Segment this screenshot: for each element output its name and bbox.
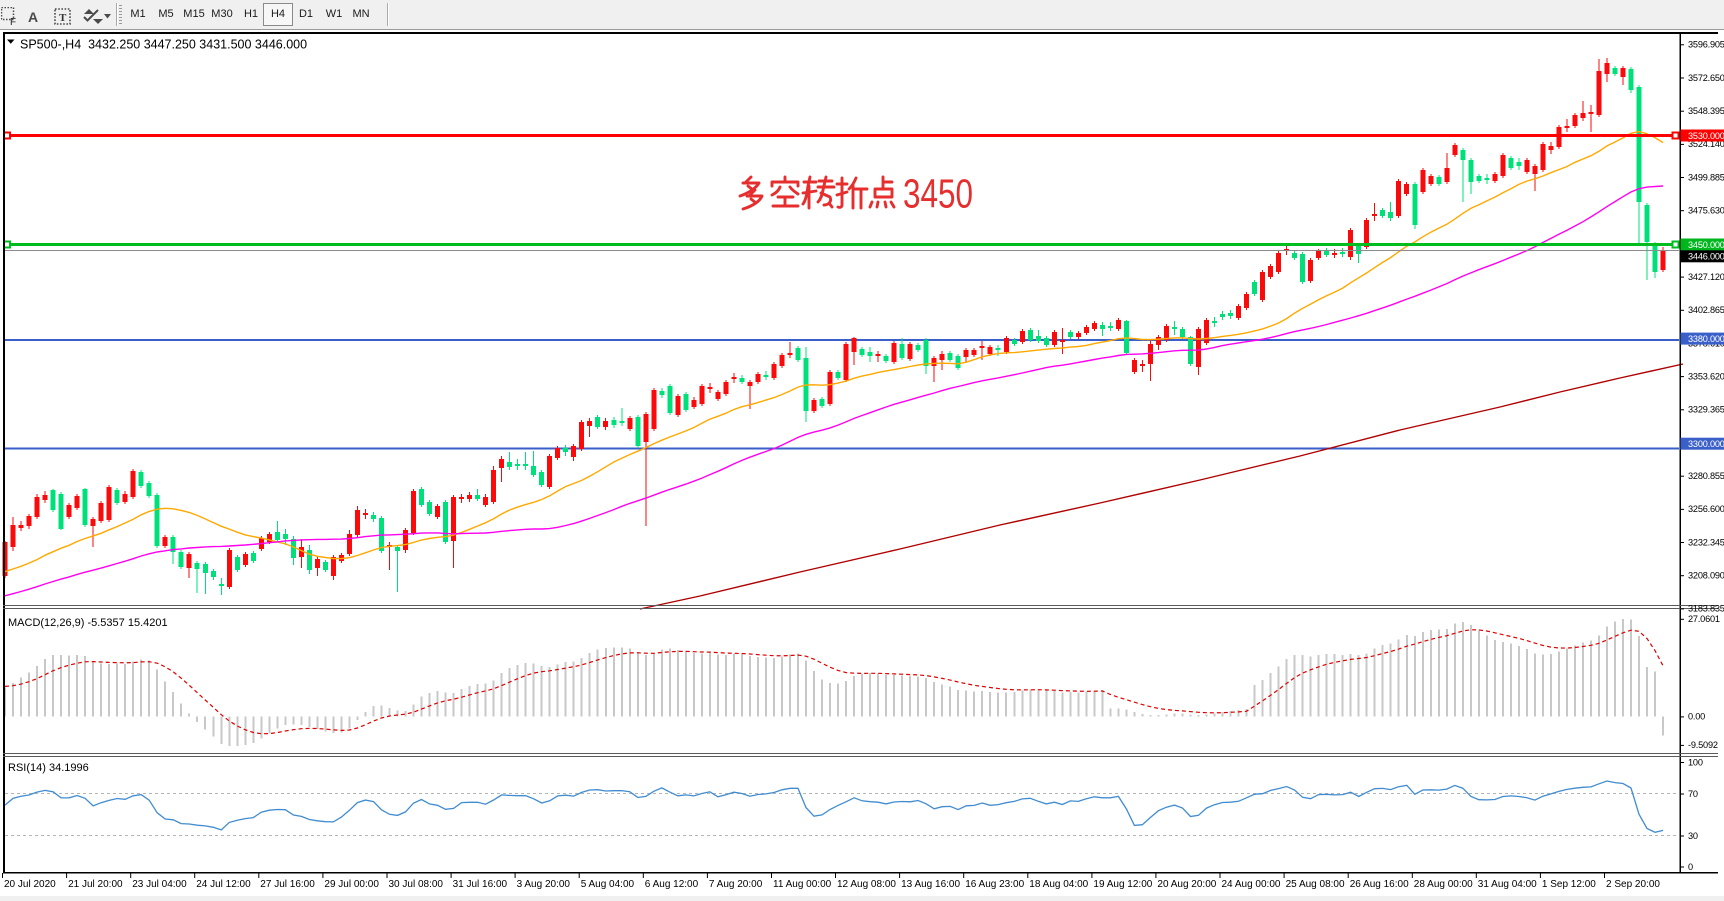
svg-text:24 Aug 00:00: 24 Aug 00:00 (1222, 879, 1281, 890)
svg-text:31 Jul 16:00: 31 Jul 16:00 (453, 879, 508, 890)
svg-text:21 Jul 20:00: 21 Jul 20:00 (68, 879, 123, 890)
svg-text:29 Jul 00:00: 29 Jul 00:00 (324, 879, 379, 890)
svg-text:3596.905: 3596.905 (1688, 40, 1724, 50)
svg-text:3300.000: 3300.000 (1688, 439, 1724, 449)
svg-text:27 Jul 16:00: 27 Jul 16:00 (260, 879, 315, 890)
svg-text:7 Aug 20:00: 7 Aug 20:00 (709, 879, 763, 890)
svg-text:3450.000: 3450.000 (1688, 240, 1724, 250)
svg-text:30: 30 (1688, 831, 1698, 841)
svg-text:3402.865: 3402.865 (1688, 305, 1724, 315)
svg-text:T: T (59, 12, 67, 24)
svg-text:3280.855: 3280.855 (1688, 471, 1724, 481)
svg-text:3427.120: 3427.120 (1688, 272, 1724, 282)
svg-text:3499.885: 3499.885 (1688, 172, 1724, 182)
svg-text:3548.395: 3548.395 (1688, 106, 1724, 116)
svg-text:24 Jul 12:00: 24 Jul 12:00 (196, 879, 251, 890)
svg-text:F: F (10, 17, 16, 27)
svg-text:13 Aug 16:00: 13 Aug 16:00 (901, 879, 960, 890)
svg-text:31 Aug 04:00: 31 Aug 04:00 (1478, 879, 1537, 890)
svg-text:70: 70 (1688, 789, 1698, 799)
svg-text:3446.000: 3446.000 (1688, 252, 1724, 262)
svg-text:28 Aug 00:00: 28 Aug 00:00 (1414, 879, 1473, 890)
svg-text:0.00: 0.00 (1688, 712, 1705, 722)
svg-text:3329.365: 3329.365 (1688, 405, 1724, 415)
svg-text:3183.835: 3183.835 (1688, 604, 1724, 614)
svg-text:5 Aug 04:00: 5 Aug 04:00 (581, 879, 635, 890)
svg-text:3530.000: 3530.000 (1688, 131, 1724, 141)
svg-text:26 Aug 16:00: 26 Aug 16:00 (1350, 879, 1409, 890)
svg-text:30 Jul 08:00: 30 Jul 08:00 (389, 879, 444, 890)
svg-text:18 Aug 04:00: 18 Aug 04:00 (1029, 879, 1088, 890)
svg-text:3475.630: 3475.630 (1688, 206, 1724, 216)
svg-text:20 Jul 2020: 20 Jul 2020 (4, 879, 56, 890)
svg-text:19 Aug 12:00: 19 Aug 12:00 (1093, 879, 1152, 890)
svg-text:23 Jul 04:00: 23 Jul 04:00 (132, 879, 187, 890)
svg-text:-9.5092: -9.5092 (1688, 740, 1718, 750)
svg-text:20 Aug 20:00: 20 Aug 20:00 (1157, 879, 1216, 890)
svg-text:RSI(14) 34.1996: RSI(14) 34.1996 (8, 762, 89, 774)
svg-text:1 Sep 12:00: 1 Sep 12:00 (1542, 879, 1596, 890)
svg-text:3208.090: 3208.090 (1688, 571, 1724, 581)
svg-text:16 Aug 23:00: 16 Aug 23:00 (965, 879, 1024, 890)
svg-text:25 Aug 08:00: 25 Aug 08:00 (1286, 879, 1345, 890)
svg-text:27.0601: 27.0601 (1688, 614, 1720, 624)
svg-text:SP500-,H4 3432.250 3447.250 3: SP500-,H4 3432.250 3447.250 3431.500 344… (20, 38, 307, 52)
svg-text:3 Aug 20:00: 3 Aug 20:00 (517, 879, 571, 890)
svg-text:3353.620: 3353.620 (1688, 371, 1724, 381)
svg-text:2 Sep 20:00: 2 Sep 20:00 (1606, 879, 1660, 890)
svg-text:3450: 3450 (903, 171, 973, 217)
svg-text:11 Aug 00:00: 11 Aug 00:00 (773, 879, 832, 890)
svg-text:12 Aug 08:00: 12 Aug 08:00 (837, 879, 896, 890)
svg-text:3572.650: 3572.650 (1688, 73, 1724, 83)
svg-text:3256.600: 3256.600 (1688, 504, 1724, 514)
svg-text:MACD(12,26,9) -5.5357 15.4201: MACD(12,26,9) -5.5357 15.4201 (8, 617, 168, 629)
svg-text:3380.000: 3380.000 (1688, 334, 1724, 344)
svg-text:100: 100 (1688, 757, 1703, 767)
svg-text:3232.345: 3232.345 (1688, 537, 1724, 547)
svg-text:6 Aug 12:00: 6 Aug 12:00 (645, 879, 699, 890)
svg-text:0: 0 (1688, 862, 1693, 872)
